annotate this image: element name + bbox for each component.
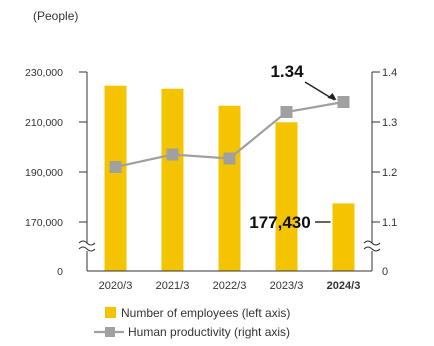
legend-label-productivity: Human productivity (right axis) [128,325,290,339]
left-baseline-label: 0 [57,266,63,278]
bars-group [105,86,355,271]
unit-label: (People) [33,9,78,23]
productivity-point-2020/3 [110,161,122,173]
legend: Number of employees (left axis) Human pro… [94,306,290,339]
x-tick-label: 2023/3 [270,280,304,292]
right-tick-label: 1.1 [382,217,397,229]
legend-marker-productivity [105,327,115,337]
right-tick-label: 1.3 [382,117,397,129]
right-tick-label: 1.2 [382,167,397,179]
x-tick-label: 2022/3 [213,280,247,292]
x-tick-label: 2024/3 [327,280,361,292]
left-tick-label: 230,000 [25,67,63,79]
productivity-point-2021/3 [167,149,179,161]
x-tick-label: 2020/3 [99,280,133,292]
left-tick-label: 170,000 [25,217,63,229]
legend-label-employees: Number of employees (left axis) [121,306,290,320]
right-axis-break-mark-1 [364,247,380,251]
x-tick-label: 2021/3 [156,280,190,292]
bar-2022/3 [219,106,241,271]
productivity-point-2024/3 [338,96,350,108]
legend-swatch-employees [105,307,116,318]
employees-callout-label: 177,430 [249,213,310,232]
bar-2020/3 [105,86,127,271]
bar-2023/3 [276,122,298,271]
left-tick-label: 190,000 [25,167,63,179]
productivity-point-2023/3 [281,106,293,118]
bar-2021/3 [162,89,184,271]
right-tick-label: 1.4 [382,67,397,79]
productivity-point-2022/3 [224,153,236,165]
bar-2024/3 [333,203,355,271]
right-baseline-label: 0 [382,266,388,278]
left-tick-label: 210,000 [25,117,63,129]
left-axis-break-mark-1 [79,247,95,251]
productivity-callout-label: 1.34 [270,62,304,81]
